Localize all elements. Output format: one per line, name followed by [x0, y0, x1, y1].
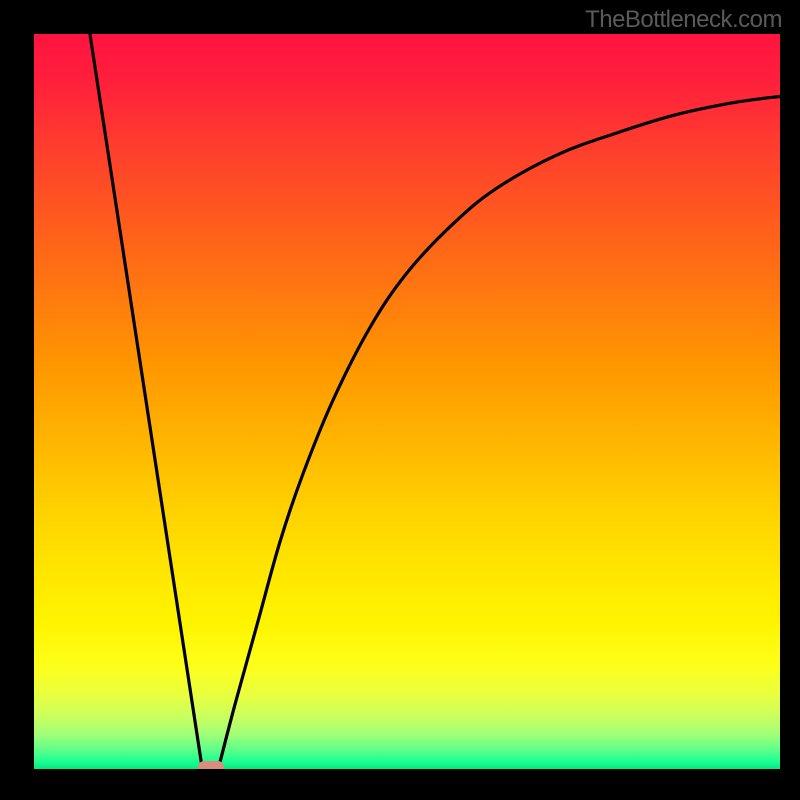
optimal-marker — [198, 761, 224, 769]
plot-area — [34, 34, 780, 769]
curve-left-segment — [90, 34, 202, 766]
watermark-text: TheBottleneck.com — [585, 6, 782, 34]
chart-container: TheBottleneck.com — [0, 0, 800, 800]
bottleneck-curve — [34, 34, 780, 769]
curve-right-segment — [219, 96, 780, 766]
